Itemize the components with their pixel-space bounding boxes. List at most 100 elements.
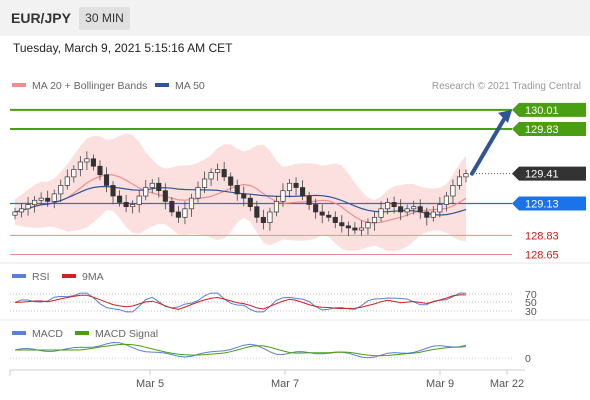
legend-rsi-label: RSI: [32, 271, 50, 283]
candle-body: [221, 169, 227, 178]
candle-body: [64, 176, 70, 186]
candle-body: [300, 187, 306, 197]
candle-body: [103, 174, 110, 186]
candle-body: [71, 169, 77, 178]
candle-body: [352, 227, 358, 231]
candle-body: [38, 197, 44, 201]
candle-body: [254, 206, 260, 218]
candle-body: [169, 200, 175, 213]
candle-body: [391, 202, 397, 208]
candle-body: [136, 195, 142, 205]
macd-swatch: [12, 331, 26, 336]
candle-body: [247, 197, 253, 208]
ma20-swatch: [12, 83, 26, 88]
candle-body: [411, 206, 417, 210]
level-label-128.65: 128.65: [525, 250, 559, 262]
candle-body: [208, 172, 214, 180]
candle-body: [332, 216, 338, 223]
candle-body: [365, 222, 371, 229]
candle-body: [130, 204, 136, 208]
level-tag-129.41: [512, 166, 586, 181]
candle-body: [156, 182, 162, 192]
candle-body: [84, 158, 90, 163]
rsi-line: [14, 292, 466, 313]
candle-body: [339, 222, 345, 227]
candle-body: [286, 182, 293, 192]
candle-body: [260, 216, 266, 223]
legend-ma50: MA 50: [155, 80, 205, 92]
rsi-swatch: [12, 274, 26, 279]
candle-body: [215, 169, 221, 173]
candle-body: [404, 208, 410, 213]
candle-body: [18, 208, 25, 213]
x-tick-label: Mar 22: [490, 378, 524, 390]
level-label-129.41: 129.41: [525, 169, 559, 181]
candle-body: [319, 211, 325, 216]
candle-body: [202, 178, 208, 188]
rsi-ma-swatch: [62, 274, 76, 279]
macd-zero-label: 0: [525, 353, 531, 365]
candle-body: [463, 173, 469, 178]
candle-body: [385, 202, 391, 210]
candle-body: [188, 197, 195, 210]
candle-body: [32, 199, 38, 205]
candle-body: [58, 185, 64, 195]
candle-body: [182, 208, 188, 218]
legend-macd-signal-label: MACD Signal: [95, 328, 159, 340]
legend-ma50-label: MA 50: [175, 80, 205, 92]
candle-body: [143, 187, 149, 197]
forecast-arrow-head: [498, 109, 512, 123]
level-label-130.01: 130.01: [525, 105, 559, 117]
candle-body: [456, 176, 463, 186]
candle-body: [313, 204, 319, 213]
pair-title: EUR/JPY: [11, 10, 71, 26]
timestamp: Tuesday, March 9, 2021 5:15:16 AM CET: [13, 41, 233, 55]
legend-macd-label: MACD: [32, 328, 63, 340]
candle-body: [90, 158, 96, 167]
level-label-128.83: 128.83: [525, 230, 559, 242]
rsi-level-label-50: 50: [525, 297, 537, 309]
candle-body: [371, 216, 378, 223]
x-tick-label: Mar 9: [426, 378, 454, 390]
candle-body: [345, 225, 351, 229]
candle-body: [51, 193, 57, 202]
level-tag-129.83: [512, 121, 586, 136]
legend-macd: MACD: [12, 328, 63, 340]
candle-body: [450, 185, 456, 197]
candle-body: [293, 182, 299, 188]
macd-signal-swatch: [75, 331, 89, 336]
legend-rsi-ma-label: 9MA: [82, 271, 104, 283]
candle-body: [12, 211, 18, 216]
candle-body: [117, 195, 123, 203]
candle-body: [77, 161, 83, 170]
ma50-swatch: [155, 83, 169, 88]
candle-body: [123, 202, 129, 208]
x-tick-label: Mar 7: [271, 378, 299, 390]
candle-body: [437, 204, 443, 213]
candle-body: [398, 206, 404, 213]
level-tag-130.01: [512, 102, 586, 117]
legend-ma20-label: MA 20 + Bollinger Bands: [32, 80, 148, 92]
candle-body: [175, 211, 181, 218]
rsi-ma-line: [14, 294, 466, 310]
candle-body: [97, 165, 103, 176]
candle-body: [25, 204, 31, 210]
candle-body: [273, 200, 279, 213]
macd-line: [14, 341, 467, 359]
candle-body: [234, 185, 240, 195]
macd-signal-line: [15, 343, 467, 357]
candle-body: [326, 214, 332, 218]
candle-body: [306, 195, 312, 205]
candle-body: [280, 190, 286, 202]
legend-macd-signal: MACD Signal: [75, 328, 158, 340]
candle-body: [110, 185, 116, 197]
candle-body: [443, 195, 449, 205]
level-label-129.83: 129.83: [525, 124, 559, 136]
legend-ma20: MA 20 + Bollinger Bands: [12, 80, 147, 92]
ma20-line: [14, 174, 467, 224]
timeframe-button[interactable]: 30 MIN: [79, 7, 130, 30]
credit-text: Research © 2021 Trading Central: [431, 81, 581, 92]
candle-body: [241, 193, 247, 199]
legend-rsi: RSI: [12, 271, 50, 283]
